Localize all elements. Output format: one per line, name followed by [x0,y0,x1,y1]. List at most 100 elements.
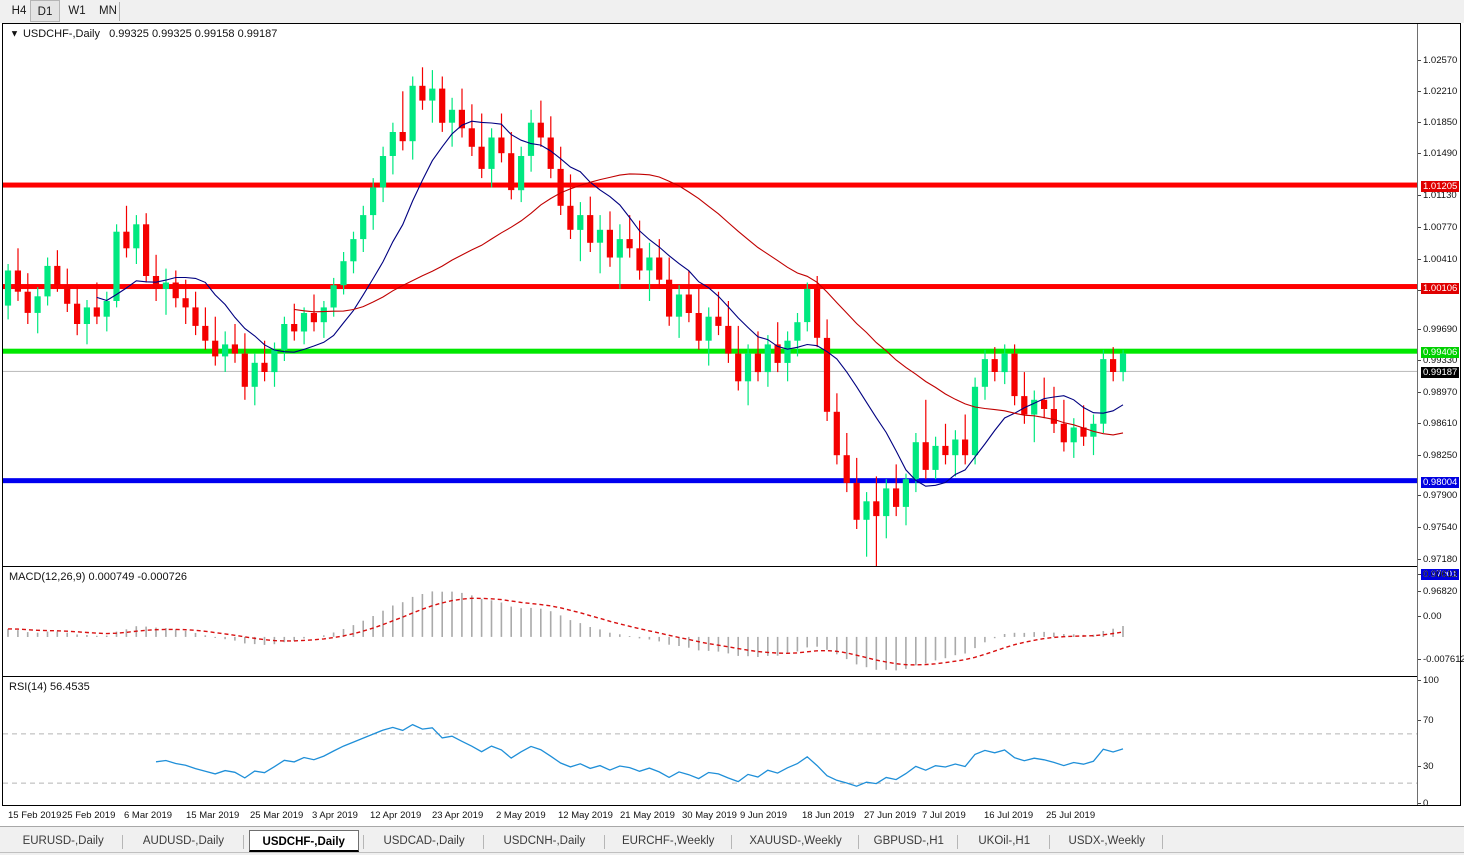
candlestick[interactable] [231,344,238,354]
candlestick[interactable] [182,298,189,308]
candlestick[interactable] [64,285,71,304]
candlestick[interactable] [547,137,554,169]
candlestick[interactable] [596,229,604,243]
candlestick[interactable] [527,122,535,156]
candlestick[interactable] [83,307,90,324]
candlestick[interactable] [448,109,456,123]
candlestick[interactable] [4,270,12,306]
candlestick[interactable] [212,340,219,357]
candlestick[interactable] [705,316,712,341]
candlestick[interactable] [784,340,791,363]
price-badge-resistance[interactable]: 1.01205 [1421,181,1460,193]
level-line-resistance[interactable] [3,284,1417,290]
candlestick[interactable] [1080,427,1087,437]
candlestick[interactable] [557,168,564,206]
price-badge-last-price[interactable]: 0.99187 [1421,367,1460,379]
candlestick[interactable] [1070,427,1077,443]
candlestick[interactable] [962,439,969,456]
chart-tab-gbpusd[interactable]: GBPUSD-,H1 [873,835,944,847]
chart-tab-xauusd[interactable]: XAUUSD-,Weekly [749,835,842,847]
candlestick[interactable] [340,261,347,286]
timeframe-h4[interactable]: H4 [11,5,27,17]
candlestick[interactable] [498,137,505,154]
candlestick[interactable] [902,479,909,507]
chart-tab-usdcad[interactable]: USDCAD-,Daily [383,835,465,847]
candlestick[interactable] [379,156,387,188]
candlestick[interactable] [439,88,446,123]
candlestick[interactable] [133,224,140,249]
candlestick[interactable] [429,88,436,101]
candlestick[interactable] [271,349,278,373]
chart-tab-ukoil[interactable]: UKOil-,H1 [978,835,1031,847]
candlestick[interactable] [1100,359,1107,424]
price-badge-support[interactable]: 0.97001 [1421,569,1460,581]
candlestick[interactable] [1119,353,1127,373]
candlestick[interactable] [54,265,61,286]
candlestick[interactable] [202,325,209,341]
price-scale[interactable]: 1.02570 1.02210 1.01850 1.01490 1.01130 1.007… [1418,24,1464,809]
candlestick[interactable] [873,501,880,517]
candlestick[interactable] [1021,396,1028,415]
candlestick[interactable] [320,307,327,323]
candlestick[interactable] [389,132,396,156]
candlestick[interactable] [419,85,426,101]
candlestick[interactable] [74,303,81,324]
candlestick[interactable] [932,445,939,470]
triangle-down-icon[interactable]: ▼ [9,28,20,40]
candlestick[interactable] [912,442,919,480]
candlestick[interactable] [192,307,199,326]
chart-tab-usdx[interactable]: USDX-,Weekly [1068,835,1146,847]
candlestick[interactable] [567,205,574,230]
candlestick[interactable] [113,231,120,301]
candlestick[interactable] [1050,409,1057,424]
level-line-support[interactable] [3,478,1417,484]
candlestick[interactable] [814,288,821,338]
candlestick[interactable] [300,313,308,332]
candlestick[interactable] [695,313,702,341]
candlestick[interactable] [399,132,406,142]
candlestick[interactable] [222,344,229,357]
candlestick[interactable] [508,153,515,191]
candlestick[interactable] [143,224,150,276]
candlestick[interactable] [370,187,377,216]
timeframe-d1[interactable]: D1 [30,0,60,22]
candlestick[interactable] [44,265,51,297]
candlestick[interactable] [1031,399,1038,415]
date-axis[interactable]: 15 Feb 2019 25 Feb 2019 6 Mar 2019 15 Mar 2… [0,808,1464,826]
candlestick[interactable] [754,353,761,373]
candlestick[interactable] [93,307,100,317]
candlestick[interactable] [330,285,337,308]
candlestick[interactable] [577,215,584,230]
candlestick[interactable] [715,316,722,326]
chart-tab-usdcnh[interactable]: USDCNH-,Daily [503,835,586,847]
candlestick[interactable] [478,146,485,169]
candlestick[interactable] [843,455,850,483]
candlestick[interactable] [725,325,732,354]
chart-tab-audusd[interactable]: AUDUSD-,Daily [142,835,225,847]
candlestick[interactable] [468,128,475,147]
candlestick[interactable] [409,85,416,142]
candlestick[interactable] [952,439,959,456]
candlestick[interactable] [853,482,860,520]
candlestick[interactable] [24,291,31,313]
candlestick[interactable] [883,488,890,517]
candlestick[interactable] [893,488,900,507]
candlestick[interactable] [261,362,268,372]
candlestick[interactable] [774,344,781,363]
candlestick[interactable] [971,386,979,456]
candlestick[interactable] [863,501,870,520]
candlestick[interactable] [162,282,169,290]
candlestick[interactable] [1041,399,1048,409]
candlestick[interactable] [636,248,643,271]
candlestick[interactable] [1060,423,1067,443]
timeframe-mn[interactable]: MN [99,5,117,17]
candlestick[interactable] [587,215,594,243]
candlestick[interactable] [537,122,544,138]
candlestick[interactable] [172,282,179,299]
macd-pane[interactable]: MACD(12,26,9) 0.000749 -0.000726 [3,568,1417,676]
price-badge-resistance[interactable]: 1.00106 [1421,282,1460,294]
candlestick[interactable] [764,344,771,373]
candlestick[interactable] [646,257,653,271]
candlestick[interactable] [350,239,357,262]
candlestick[interactable] [360,215,367,240]
